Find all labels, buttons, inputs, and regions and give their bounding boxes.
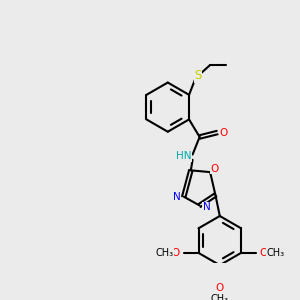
Text: S: S [194,69,202,82]
Text: O: O [260,248,268,258]
Text: N: N [203,202,211,212]
Text: CH₃: CH₃ [155,248,173,258]
Text: HN: HN [176,151,191,161]
Text: O: O [219,128,227,138]
Text: O: O [216,283,224,293]
Text: O: O [172,248,180,258]
Text: CH₃: CH₃ [211,294,229,300]
Text: O: O [210,164,219,174]
Text: CH₃: CH₃ [266,248,284,258]
Text: N: N [173,192,181,202]
